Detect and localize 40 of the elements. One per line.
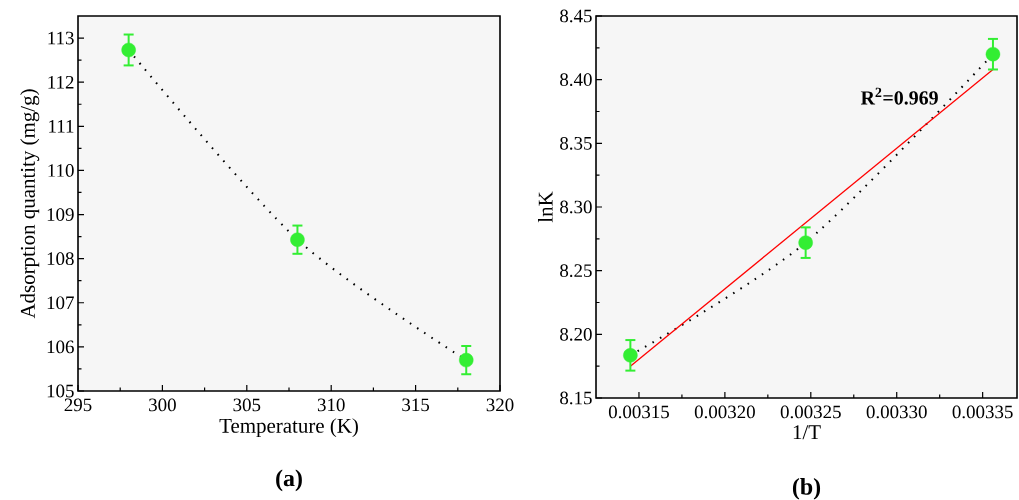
y-tick-label: 109 [47, 208, 74, 221]
text: (b) [792, 477, 821, 500]
point [985, 47, 1001, 62]
y-tick-label: 8.45 [560, 9, 592, 23]
y-tick-label: 8.30 [560, 200, 592, 214]
point [459, 352, 474, 368]
x-tick-label: 0.00320 [694, 405, 755, 419]
text: (a) [276, 469, 302, 492]
point [798, 235, 813, 250]
y-tick-label: 108 [47, 252, 74, 266]
y-tick-label: 8.40 [560, 73, 592, 87]
x-tick-label: 0.00335 [952, 405, 1013, 419]
x-axis-title: 1/T [793, 425, 821, 440]
x-tick-label: 0.00330 [866, 405, 927, 419]
x-tick-label: 310 [317, 398, 345, 412]
y-tick-label: 112 [48, 75, 74, 89]
y-axis-title: Adsorption quantity (mg/g) [20, 89, 40, 319]
point [290, 232, 305, 247]
x-tick-label: 320 [486, 398, 514, 412]
y-tick-label: 110 [48, 164, 74, 177]
x-tick-label: 315 [402, 398, 430, 412]
point [121, 42, 136, 58]
y-tick-label: 106 [47, 340, 74, 354]
x-tick-label: 0.00325 [780, 405, 841, 419]
x-tick-label: 0.00315 [608, 405, 669, 419]
y-axis-title: lnK [538, 191, 553, 223]
y-tick-label: 105 [47, 384, 74, 398]
y-tick-label: 8.20 [560, 327, 592, 341]
x-tick-label: 305 [233, 398, 261, 412]
y-tick-label: 107 [47, 296, 74, 310]
annotation: R$^{2}$=0.969 [860, 87, 938, 105]
y-tick-label: 113 [48, 31, 74, 45]
y-tick-label: 8.15 [560, 391, 592, 405]
x-tick-label: 300 [149, 398, 176, 412]
x-tick-label: 295 [64, 398, 92, 412]
point [623, 348, 638, 363]
x-axis-title: Temperature (K) [219, 418, 358, 438]
y-tick-label: 8.25 [560, 264, 592, 278]
y-tick-label: 8.35 [560, 136, 592, 150]
y-tick-label: 111 [49, 120, 74, 133]
